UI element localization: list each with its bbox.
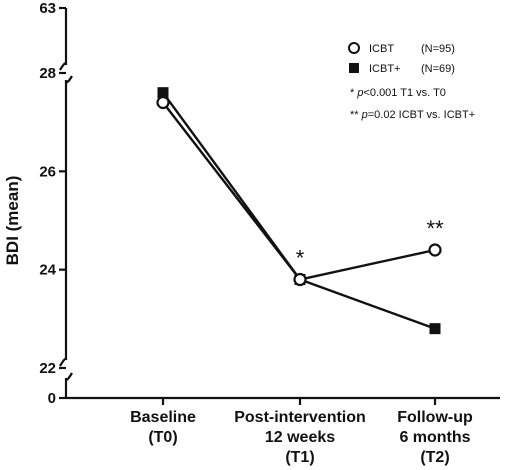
significance-mark-2: ** [426,216,444,241]
y-tick-label-0: 0 [48,390,56,407]
y-tick-label-28: 28 [39,65,56,82]
series-line-1 [162,91,436,330]
y-tick-label-22: 22 [39,360,56,377]
legend-label-0: ICBT [369,43,394,55]
legend-label-1: ICBT+ [369,63,400,75]
y-axis-title: BDI (mean) [3,176,22,266]
series-1-point-2 [429,323,441,335]
labels-layer: 22 24 26 28 0 63 Baseline (T0) Post-intervention… [3,0,473,466]
legend-marker-0 [348,42,360,54]
x-category-label-0-line-1: (T0) [148,429,177,446]
y-axis-break-mark-top [59,62,73,84]
significance-mark-1: * [296,246,305,271]
series-0-point-0 [156,95,170,110]
x-category-label-1-line-2: (T1) [285,449,314,466]
y-tick-label-63: 63 [39,0,56,17]
series-0-point-1 [293,272,307,287]
legend-n-1: (N=69) [421,63,455,75]
x-category-label-2-line-2: (T2) [420,449,449,466]
x-category-label-1-line-1: 12 weeks [265,429,335,446]
series-layer [156,87,442,335]
legend-marker-1 [349,63,359,73]
series-0-point-2 [428,243,442,257]
legend: ICBT (N=95)ICBT+ (N=69)* p<0.001 T1 vs. T0… [348,42,475,121]
legend-note-0-p: p [356,87,363,99]
x-category-label-2-line-1: 6 months [399,429,470,446]
x-category-label-2-line-0: Follow-up [397,409,473,426]
x-category-label-1-line-0: Post-intervention [234,409,366,426]
legend-note-1-text: =0.02 ICBT vs. ICBT+ [368,109,475,121]
legend-note-1-stars: ** [350,109,362,121]
legend-n-0: (N=95) [421,43,455,55]
legend-note-1: ** p=0.02 ICBT vs. ICBT+ [350,109,475,121]
legend-note-1-p: p [361,109,368,121]
legend-note-0-stars: * [350,87,357,99]
y-tick-label-24: 24 [39,262,56,279]
y-tick-label-26: 26 [39,163,56,180]
legend-note-0: * p<0.001 T1 vs. T0 [350,87,446,99]
x-category-label-0-line-0: Baseline [130,409,196,426]
legend-note-0-text: <0.001 T1 vs. T0 [363,87,445,99]
series-1-point-0 [157,87,169,99]
axes [59,6,500,405]
y-axis-break-mark-bottom [59,357,73,381]
